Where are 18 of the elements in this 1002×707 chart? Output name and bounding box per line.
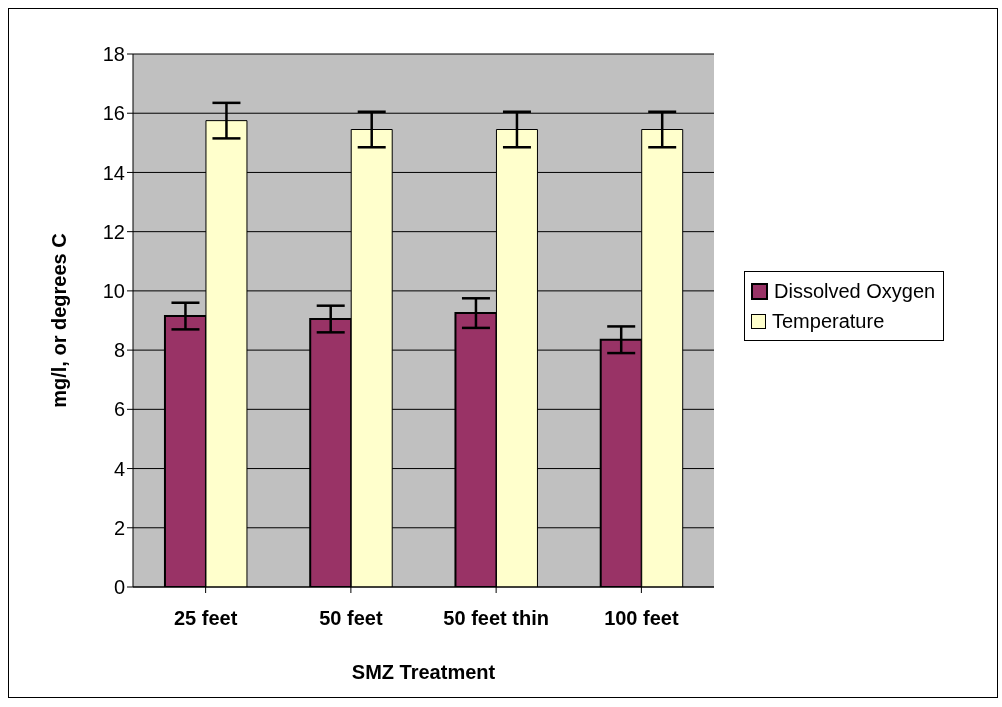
legend-label: Temperature bbox=[771, 309, 886, 334]
y-tick-label: 8 bbox=[113, 339, 125, 362]
legend-label: Dissolved Oxygen bbox=[773, 279, 936, 304]
x-tick-label: 100 feet bbox=[604, 607, 679, 630]
y-tick-label: 2 bbox=[113, 516, 125, 539]
y-tick-label: 16 bbox=[102, 102, 125, 125]
x-tick-label: 50 feet bbox=[319, 607, 383, 630]
y-tick-label: 6 bbox=[113, 398, 125, 421]
y-tick-label: 10 bbox=[102, 279, 125, 302]
y-tick-label: 12 bbox=[102, 220, 125, 243]
x-axis-title: SMZ Treatment bbox=[351, 661, 496, 683]
x-tick-label: 50 feet thin bbox=[443, 607, 549, 630]
y-axis-title: mg/l, or degrees C bbox=[48, 233, 71, 408]
y-tick-label: 14 bbox=[102, 161, 125, 184]
x-tick-label: 25 feet bbox=[173, 607, 238, 630]
y-tick-label: 18 bbox=[102, 43, 125, 66]
y-tick-label: 0 bbox=[113, 576, 125, 599]
y-tick-label: 4 bbox=[113, 457, 125, 480]
